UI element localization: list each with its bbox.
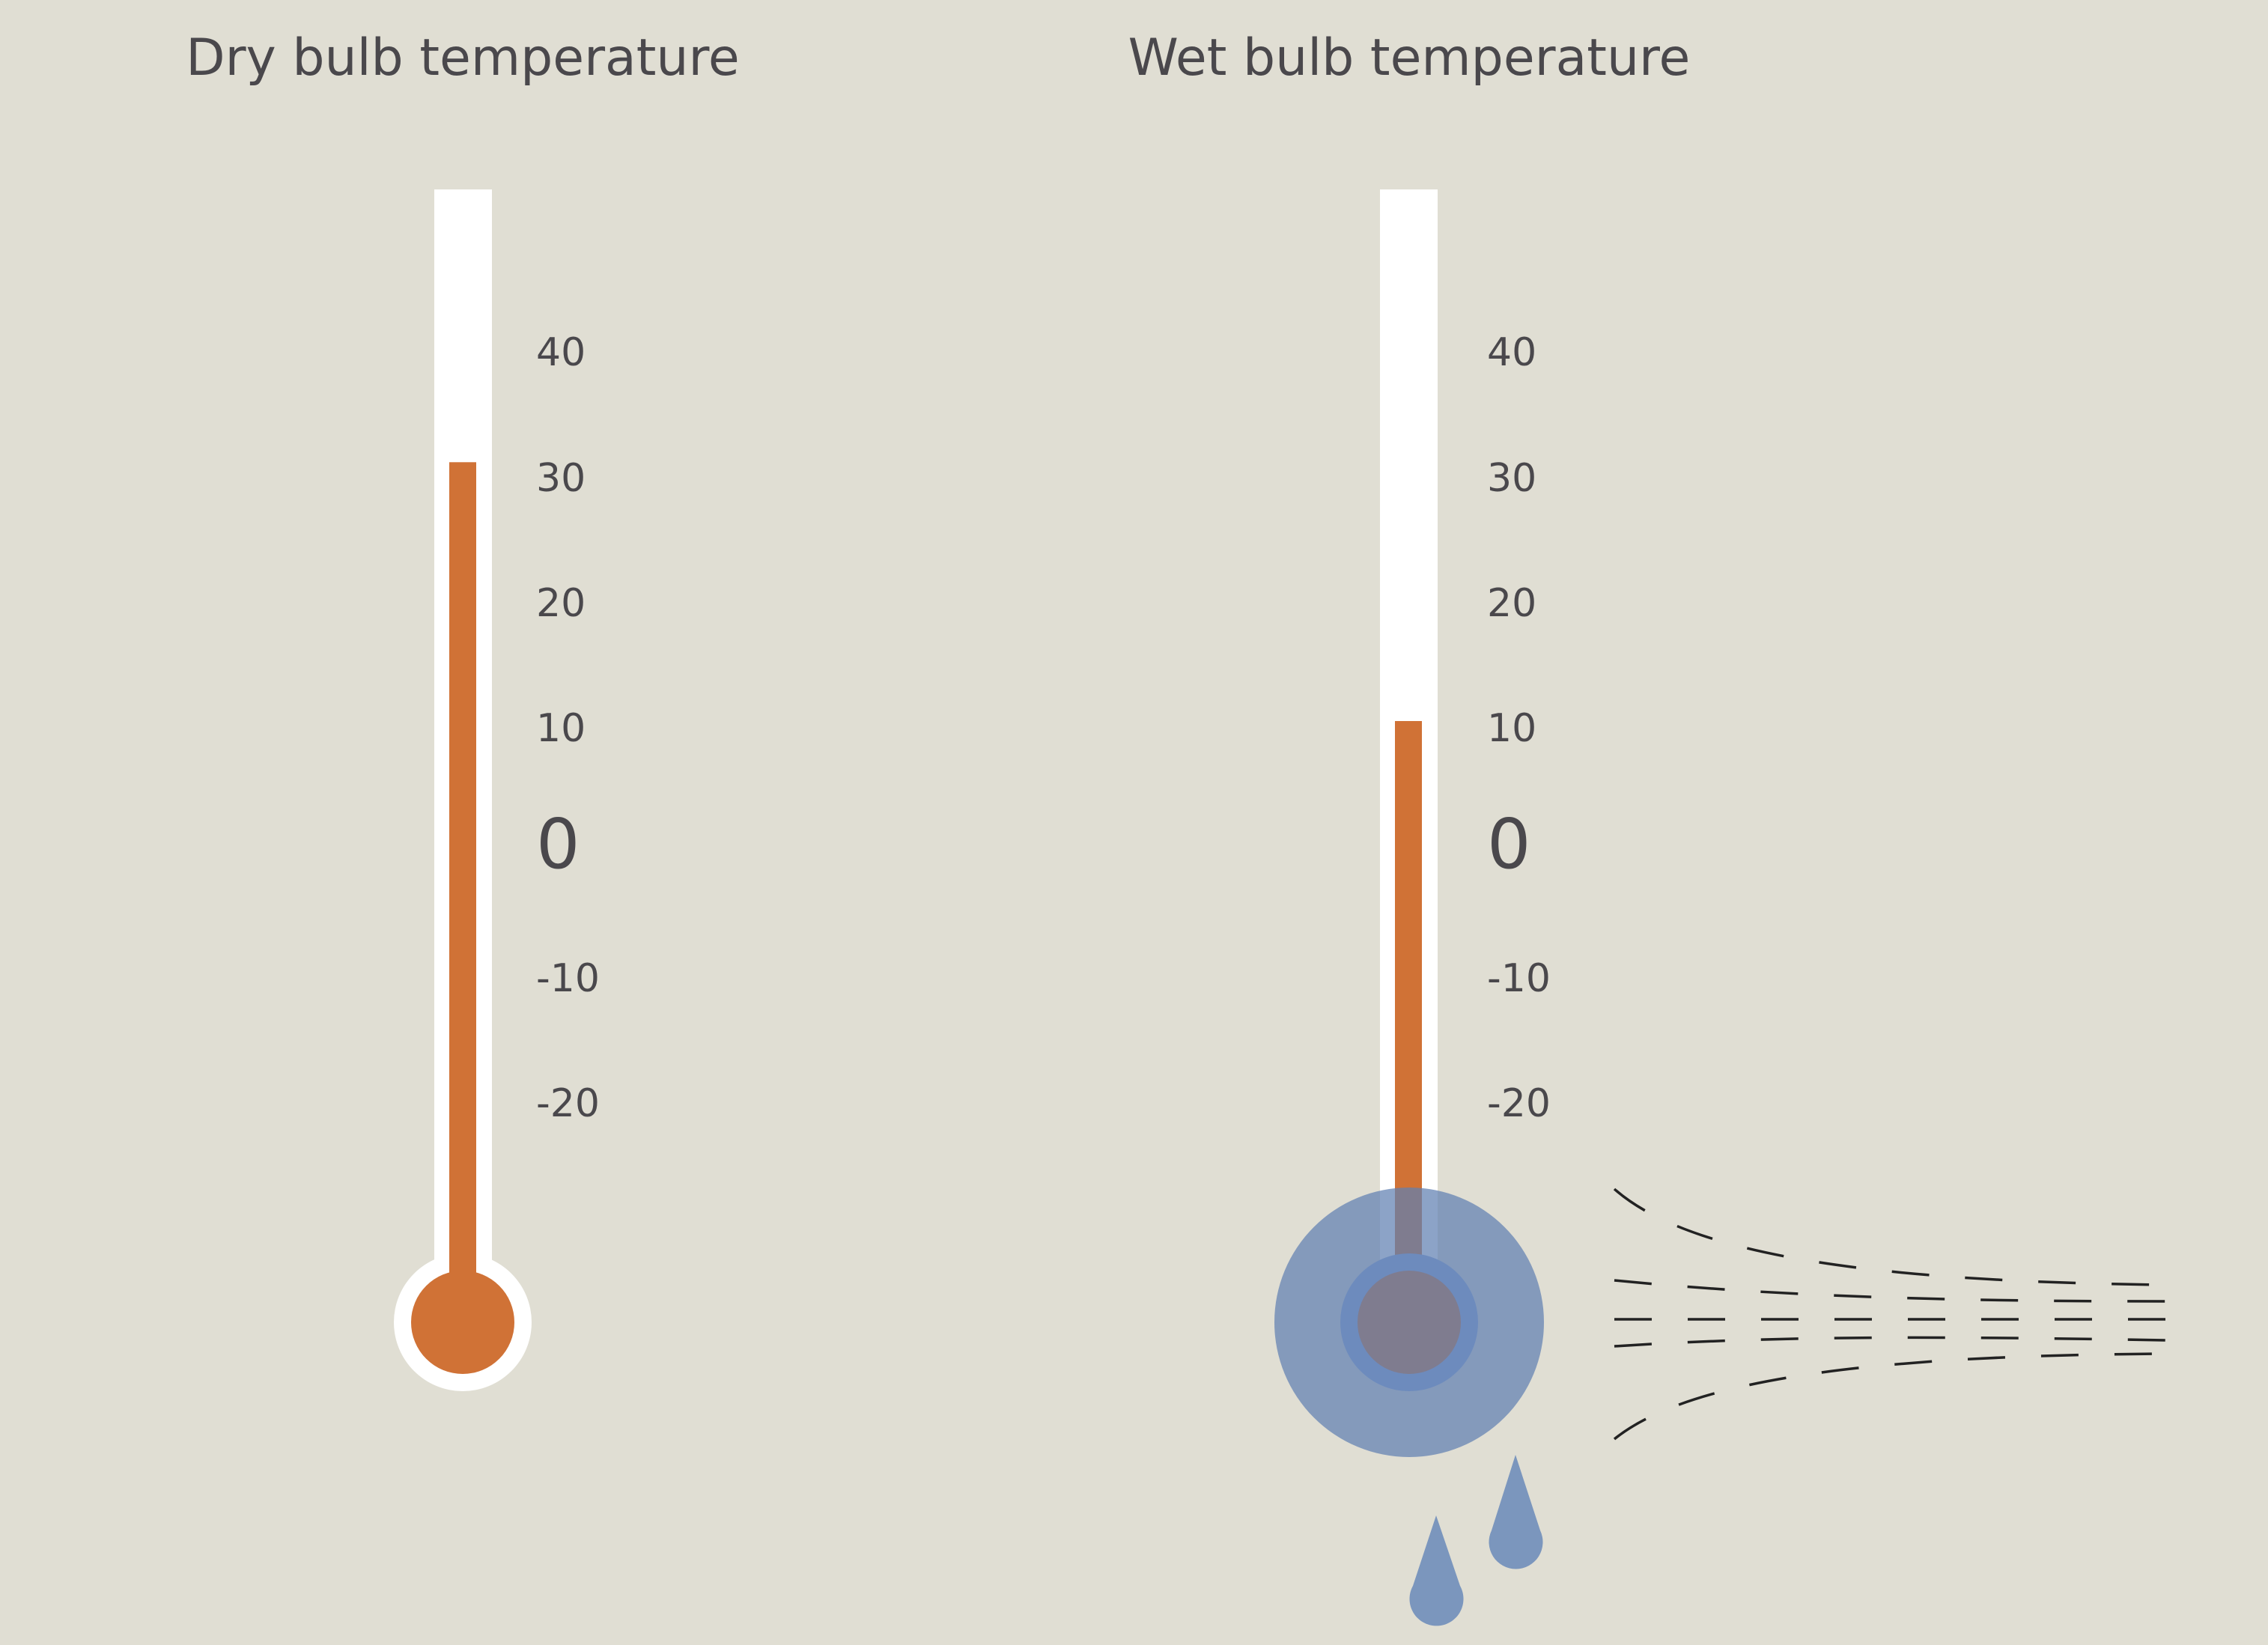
wet-bulb-scale: 40 30 20 10 0 -10 -20 bbox=[1487, 330, 1551, 1126]
dry-bulb-mercury-bulb bbox=[411, 1271, 514, 1374]
airflow-line-bottom bbox=[1613, 1352, 2168, 1441]
scale-label-20: 20 bbox=[536, 581, 586, 626]
scale-label-30: 30 bbox=[536, 456, 586, 501]
scale-label-minus-10: -10 bbox=[536, 956, 600, 1001]
dry-bulb-scale: 40 30 20 10 0 -10 -20 bbox=[536, 330, 600, 1126]
scale-label-40: 40 bbox=[1487, 330, 1536, 375]
wet-bulb-thermometer: Wet bulb temperature 40 30 20 10 0 -10 -… bbox=[1128, 28, 2168, 1626]
dry-bulb-thermometer: Dry bulb temperature 40 30 20 10 0 -10 -… bbox=[186, 28, 740, 1391]
scale-label-30: 30 bbox=[1487, 456, 1536, 501]
airflow-line-top bbox=[1613, 1188, 2168, 1286]
water-film bbox=[1274, 1188, 1544, 1457]
scale-label-minus-10: -10 bbox=[1487, 956, 1551, 1001]
airflow-line-upper-middle bbox=[1614, 1279, 2168, 1303]
dry-bulb-title: Dry bulb temperature bbox=[186, 28, 740, 88]
water-drop-icon bbox=[1409, 1515, 1464, 1626]
scale-label-minus-20: -20 bbox=[536, 1081, 600, 1126]
scale-label-minus-20: -20 bbox=[1487, 1081, 1551, 1126]
scale-label-10: 10 bbox=[536, 706, 586, 751]
scale-label-10: 10 bbox=[1487, 706, 1536, 751]
airflow-lines bbox=[1613, 1188, 2168, 1441]
scale-label-0: 0 bbox=[1487, 804, 1531, 884]
airflow-line-lower-middle bbox=[1614, 1336, 2168, 1348]
dry-bulb-mercury-column bbox=[449, 462, 476, 1322]
scale-label-0: 0 bbox=[536, 804, 580, 884]
scale-label-20: 20 bbox=[1487, 581, 1536, 626]
wet-bulb-title: Wet bulb temperature bbox=[1128, 28, 1691, 88]
scale-label-40: 40 bbox=[536, 330, 586, 375]
water-drop-icon bbox=[1489, 1455, 1543, 1569]
